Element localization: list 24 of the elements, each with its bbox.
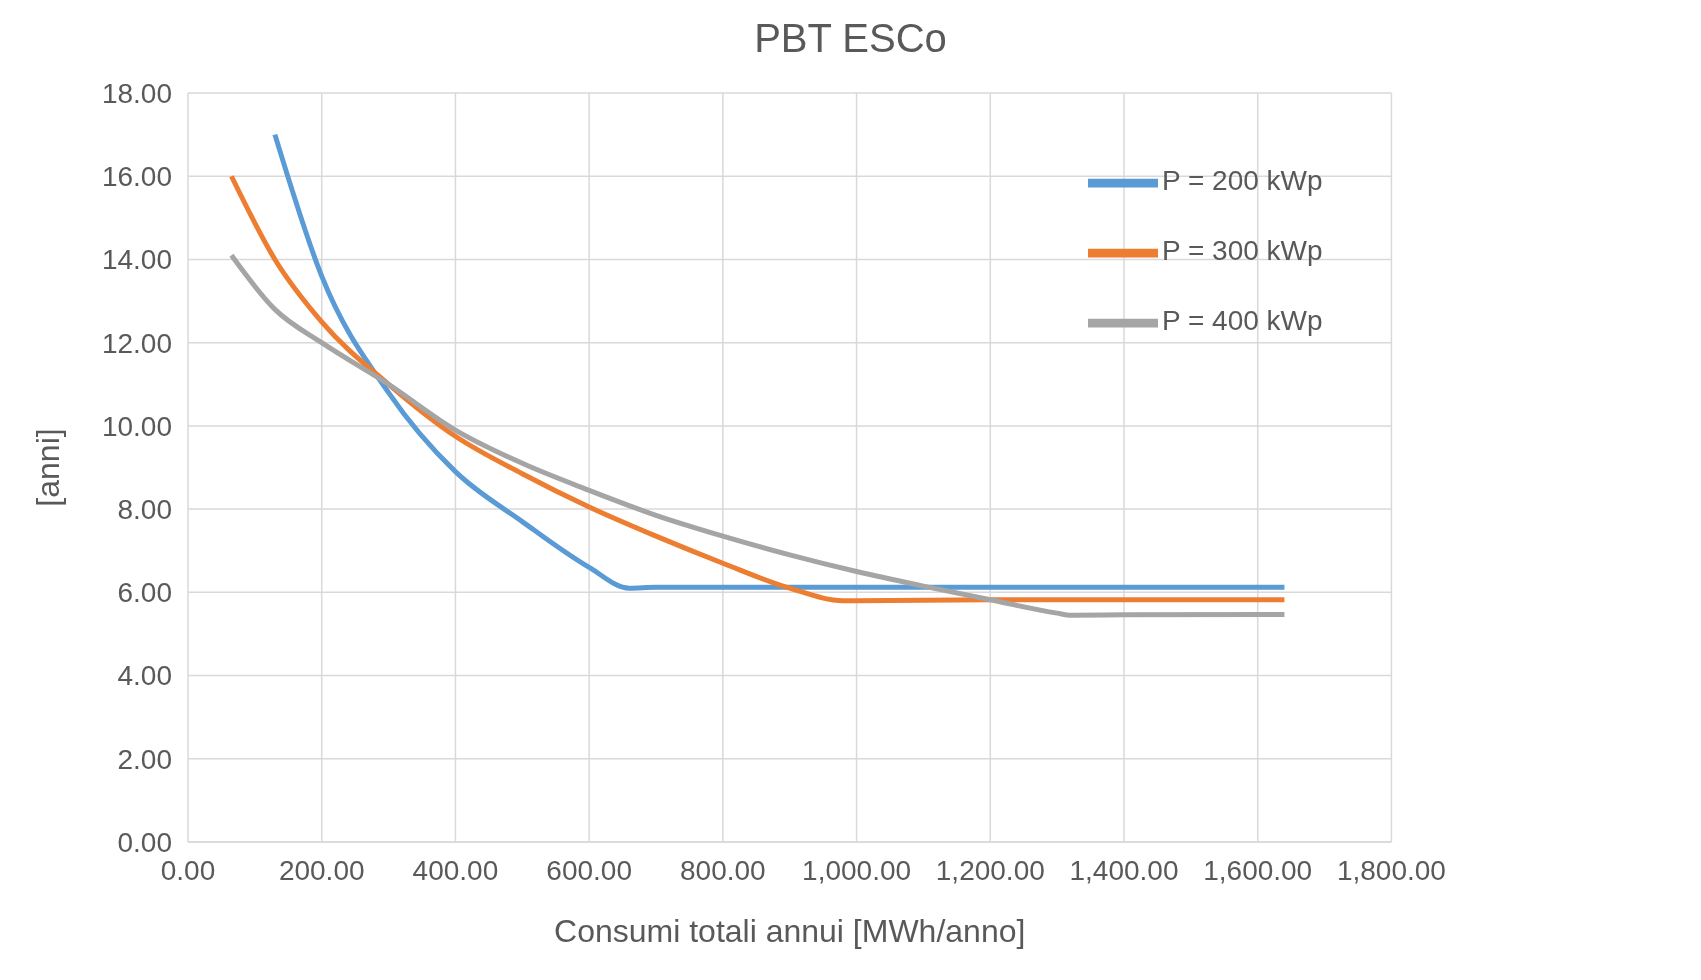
x-tick-label: 1,800.00 xyxy=(1336,854,1446,886)
y-tick-label: 4.00 xyxy=(117,660,172,692)
x-tick-label: 600.00 xyxy=(546,854,632,886)
y-tick-label: 8.00 xyxy=(117,494,172,526)
y-tick-label: 6.00 xyxy=(117,577,172,609)
y-tick-label: 2.00 xyxy=(117,743,172,775)
y-tick-label: 16.00 xyxy=(101,161,172,193)
x-tick-label: 1,400.00 xyxy=(1069,854,1179,886)
y-axis-title: [anni] xyxy=(30,428,67,507)
x-axis-title: Consumi totali annui [MWh/anno] xyxy=(554,913,1026,949)
x-tick-label: 200.00 xyxy=(278,854,365,886)
x-tick-label: 1,600.00 xyxy=(1203,854,1313,886)
y-tick-label: 12.00 xyxy=(101,327,172,359)
legend-label: P = 400 kWp xyxy=(1162,305,1323,337)
y-tick-label: 10.00 xyxy=(101,410,172,442)
y-tick-label: 18.00 xyxy=(101,77,172,109)
x-tick-label: 800.00 xyxy=(680,854,766,886)
x-tick-label: 1,200.00 xyxy=(935,854,1045,886)
x-tick-label: 400.00 xyxy=(412,854,499,886)
chart-title: PBT ESCo xyxy=(753,16,948,61)
legend-label: P = 200 kWp xyxy=(1162,165,1323,197)
y-tick-label: 14.00 xyxy=(101,244,172,276)
legend-label: P = 300 kWp xyxy=(1162,235,1323,267)
x-tick-label: 1,000.00 xyxy=(802,854,912,886)
